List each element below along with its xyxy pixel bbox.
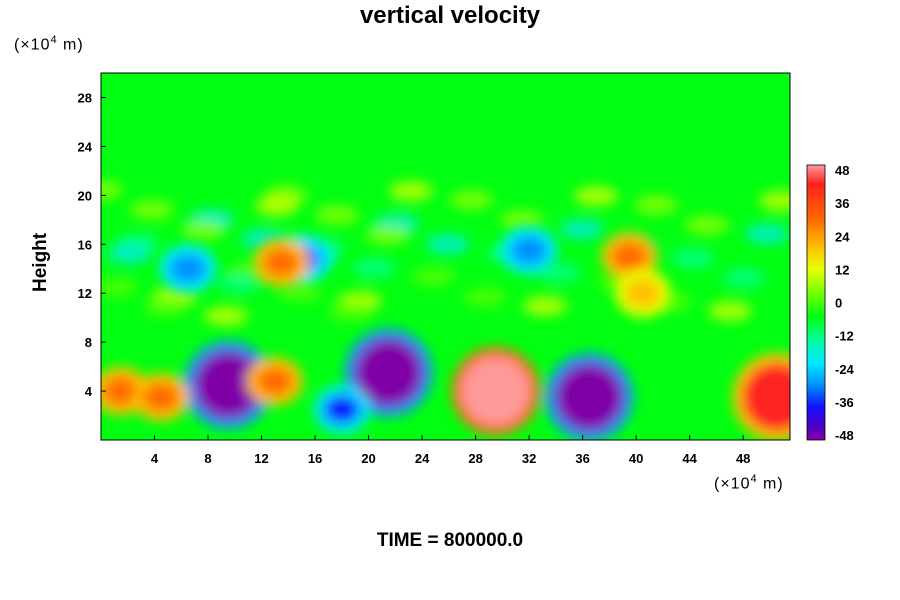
texture-blob <box>352 258 396 278</box>
texture-blob <box>218 273 262 293</box>
feature-core <box>611 242 648 271</box>
feature-core <box>742 363 790 432</box>
feature-core <box>511 236 548 265</box>
feature-core <box>323 395 360 424</box>
texture-blob <box>560 219 604 239</box>
texture-blob <box>634 195 678 215</box>
texture-blob <box>412 267 456 287</box>
y-axis-unit: (×104 m) <box>14 34 84 54</box>
feature-core <box>194 350 263 419</box>
y-unit-tail: m) <box>57 36 84 54</box>
texture-blob <box>329 302 373 322</box>
feature-core <box>256 367 293 396</box>
texture-blob <box>745 224 789 244</box>
x-tick-label: 32 <box>522 451 536 466</box>
y-unit-base: (×10 <box>14 36 51 54</box>
feature-core <box>624 279 661 308</box>
y-tick-label: 12 <box>78 286 92 301</box>
texture-blob <box>255 196 299 216</box>
colorbar-tick-label: -24 <box>835 362 855 377</box>
x-unit-exponent: 4 <box>750 473 758 485</box>
x-tick-label: 20 <box>361 451 375 466</box>
texture-blob <box>181 220 225 240</box>
feature-core <box>354 338 423 407</box>
x-tick-label: 4 <box>151 451 159 466</box>
texture-blob <box>426 234 470 254</box>
y-unit-exponent: 4 <box>50 34 58 46</box>
colorbar-tick-label: 36 <box>835 196 849 211</box>
y-tick-labels: 4 8 12 16 20 24 28 <box>78 90 106 399</box>
plot-frame <box>100 72 791 441</box>
plot-area <box>101 73 790 440</box>
x-axis-unit: (×104 m) <box>714 473 784 493</box>
texture-blob <box>500 210 544 230</box>
y-tick-label: 28 <box>78 90 92 105</box>
x-tick-label: 24 <box>415 451 430 466</box>
texture-blob <box>523 296 567 316</box>
x-tick-label: 12 <box>254 451 268 466</box>
texture-blob <box>101 180 123 200</box>
texture-blob <box>130 200 174 220</box>
x-tick-label: 48 <box>736 451 750 466</box>
x-tick-label: 16 <box>308 451 322 466</box>
x-unit-tail: m) <box>757 475 784 493</box>
y-tick-label: 24 <box>78 139 93 154</box>
feature-core <box>555 363 624 432</box>
colorbar: 48 36 24 12 0 -12 -24 -36 -48 <box>806 163 855 443</box>
colorbar-tick-label: 12 <box>835 262 849 277</box>
x-tick-label: 44 <box>682 451 697 466</box>
texture-blob <box>278 282 322 302</box>
texture-blob <box>204 306 248 326</box>
texture-blob <box>722 268 766 288</box>
y-tick-label: 8 <box>85 335 92 350</box>
x-tick-label: 36 <box>575 451 589 466</box>
colorbar-tick-label: -48 <box>835 428 854 443</box>
y-tick-label: 4 <box>85 384 93 399</box>
colorbar-tick-label: 48 <box>835 163 849 178</box>
feature-core <box>169 254 206 283</box>
x-tick-label: 40 <box>629 451 643 466</box>
colorbar-gradient <box>806 164 826 441</box>
colorbar-tick-label: -12 <box>835 329 854 344</box>
chart-title: vertical velocity <box>359 2 541 29</box>
colorbar-tick-label: -36 <box>835 395 854 410</box>
velocity-features <box>101 226 790 440</box>
texture-blob <box>144 297 188 317</box>
feature-core <box>103 377 140 406</box>
y-tick-label: 20 <box>78 188 92 203</box>
x-tick-label: 28 <box>468 451 482 466</box>
x-unit-base: (×10 <box>714 475 751 493</box>
texture-blob <box>107 244 151 264</box>
feature-core <box>263 248 300 277</box>
x-tick-labels: 4 8 12 16 20 24 28 32 36 40 44 48 <box>151 435 750 466</box>
feature-core <box>143 383 180 412</box>
texture-blob <box>708 301 752 321</box>
x-tick-label: 8 <box>204 451 211 466</box>
texture-blob <box>463 287 507 307</box>
colorbar-tick-label: 24 <box>835 229 850 244</box>
feature-core <box>461 357 530 426</box>
time-label: TIME = 800000.0 <box>376 530 524 551</box>
texture-blob <box>671 248 715 268</box>
texture-blob <box>685 215 729 235</box>
texture-blob <box>449 190 493 210</box>
colorbar-tick-label: 0 <box>835 296 842 311</box>
texture-blob <box>315 205 359 225</box>
texture-blob <box>759 191 790 211</box>
texture-blob <box>389 181 433 201</box>
texture-blob <box>366 225 410 245</box>
texture-blob <box>574 186 618 206</box>
texture-blob <box>101 277 137 297</box>
y-tick-label: 16 <box>78 237 92 252</box>
